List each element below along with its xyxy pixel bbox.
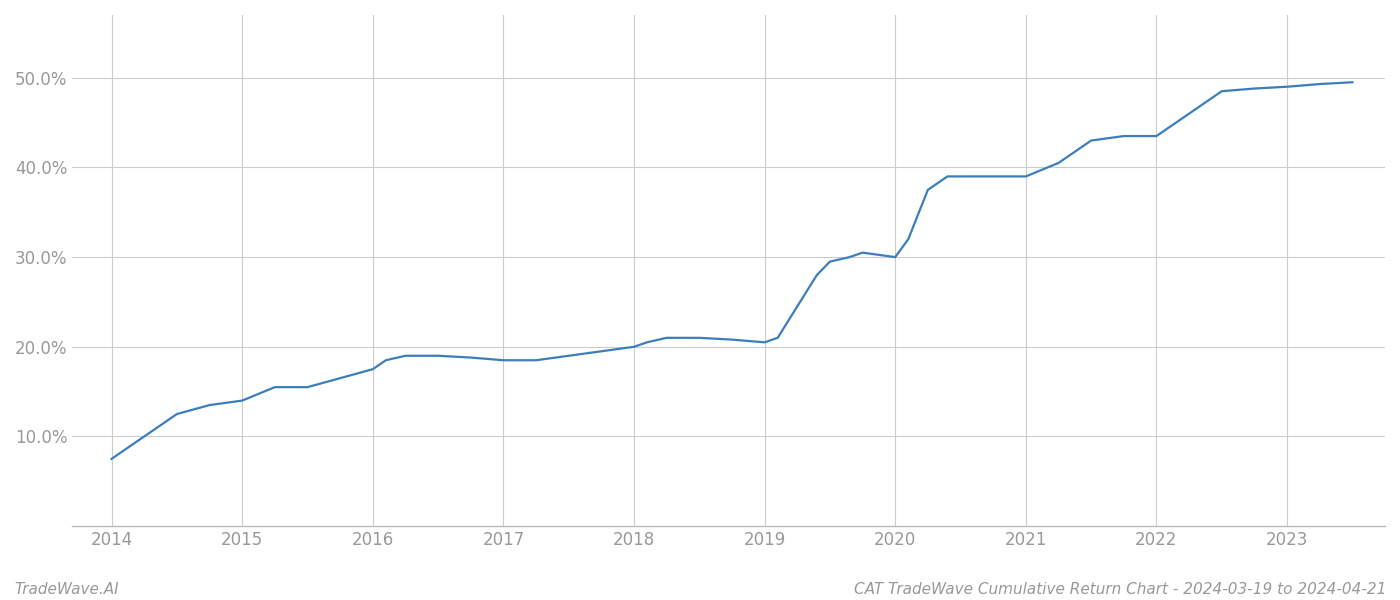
- Text: CAT TradeWave Cumulative Return Chart - 2024-03-19 to 2024-04-21: CAT TradeWave Cumulative Return Chart - …: [854, 582, 1386, 597]
- Text: TradeWave.AI: TradeWave.AI: [14, 582, 119, 597]
